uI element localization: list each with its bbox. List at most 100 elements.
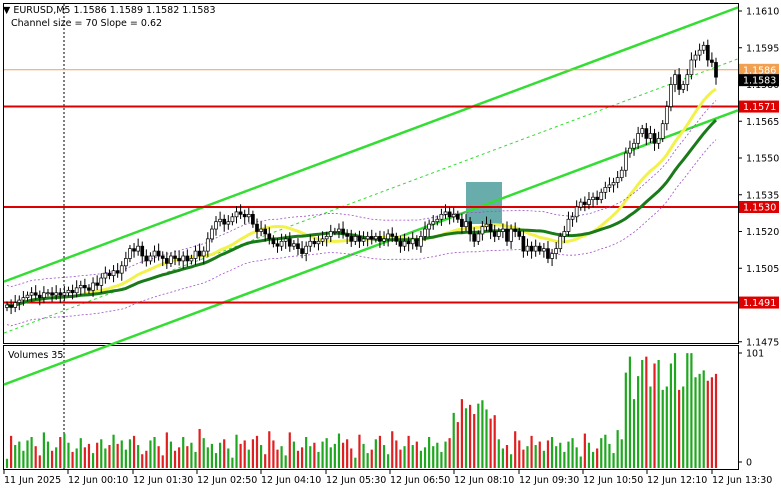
candle-body bbox=[546, 248, 550, 259]
candle-body bbox=[275, 243, 280, 247]
candle-body bbox=[484, 223, 489, 227]
candle-body bbox=[33, 292, 38, 296]
candle-body bbox=[152, 250, 157, 257]
candle-body bbox=[123, 258, 128, 267]
candle-body bbox=[328, 231, 333, 237]
candle-body bbox=[455, 214, 460, 220]
candle-body bbox=[263, 228, 268, 235]
candle-body bbox=[611, 182, 616, 186]
candle-body bbox=[169, 255, 173, 264]
candle-body bbox=[91, 282, 95, 291]
candle-body bbox=[496, 231, 501, 237]
candle-body bbox=[501, 228, 505, 232]
candle-body bbox=[660, 123, 665, 139]
candle-body bbox=[402, 240, 407, 247]
candle-body bbox=[62, 292, 67, 296]
candle-body bbox=[476, 233, 481, 242]
candle-body bbox=[427, 223, 431, 230]
candle-body bbox=[13, 302, 18, 308]
candle-body bbox=[464, 221, 468, 227]
candle-body bbox=[197, 250, 202, 257]
envelope-upper-line bbox=[6, 100, 717, 288]
level-tag-label: 1.1530 bbox=[743, 203, 776, 214]
y-tick-label: 1.1520 bbox=[746, 227, 779, 238]
candle-body bbox=[701, 44, 706, 51]
candle-body bbox=[345, 233, 350, 237]
volume-y-tick-label: 0 bbox=[746, 458, 752, 469]
y-tick-label: 1.1535 bbox=[746, 190, 779, 201]
x-tick-label: 12 Jun 10:50 bbox=[583, 475, 643, 486]
candle-body bbox=[525, 245, 530, 252]
y-tick-label: 1.1475 bbox=[746, 337, 779, 348]
candle-body bbox=[628, 147, 632, 154]
candle-body bbox=[365, 236, 370, 240]
candle-body bbox=[173, 255, 177, 259]
candle-body bbox=[558, 236, 563, 249]
candle-body bbox=[443, 211, 448, 215]
volume-y-tick-label: 101 bbox=[746, 349, 764, 360]
candle-body bbox=[410, 238, 415, 245]
candle-body bbox=[66, 289, 71, 294]
candle-body bbox=[710, 59, 714, 63]
candle-body bbox=[144, 255, 149, 262]
candle-body bbox=[296, 243, 300, 250]
candle-body bbox=[603, 187, 608, 193]
candle-body bbox=[615, 177, 620, 183]
candle-body bbox=[78, 285, 83, 289]
x-tick-label: 12 Jun 09:30 bbox=[519, 475, 579, 486]
candle-body bbox=[304, 245, 309, 254]
y-tick-label: 1.1565 bbox=[746, 117, 779, 128]
level-tag bbox=[739, 296, 779, 309]
candle-body bbox=[505, 228, 509, 242]
candle-body bbox=[574, 206, 579, 218]
candle-body bbox=[460, 218, 464, 227]
candle-body bbox=[521, 236, 526, 252]
current-price-label: 1.1583 bbox=[743, 76, 776, 87]
level-tag-label: 1.1571 bbox=[743, 102, 776, 113]
candle-body bbox=[312, 240, 317, 245]
x-tick-label: 12 Jun 08:10 bbox=[454, 475, 514, 486]
channel-upper-line bbox=[3, 6, 739, 283]
candle-body bbox=[537, 245, 542, 252]
candle-body bbox=[591, 196, 595, 200]
y-tick-label: 1.1595 bbox=[746, 43, 779, 54]
candle-body bbox=[423, 228, 427, 237]
dropdown-triangle-icon[interactable]: ▼ bbox=[3, 5, 11, 16]
candle-body bbox=[164, 258, 169, 264]
candle-body bbox=[689, 59, 694, 76]
candle-body bbox=[349, 236, 354, 242]
candle-body bbox=[681, 84, 686, 90]
candle-body bbox=[283, 238, 288, 242]
candle-body bbox=[320, 238, 325, 242]
candle-body bbox=[472, 233, 477, 242]
candle-body bbox=[656, 138, 661, 144]
candle-body bbox=[619, 169, 624, 178]
y-tick-label: 1.1505 bbox=[746, 264, 779, 275]
level-tag bbox=[739, 100, 779, 113]
x-tick-label: 12 Jun 06:50 bbox=[390, 475, 450, 486]
candle-body bbox=[177, 258, 181, 262]
candle-body bbox=[492, 231, 497, 237]
candle-body bbox=[669, 84, 673, 107]
candle-body bbox=[50, 292, 54, 296]
candle-body bbox=[714, 62, 718, 78]
candle-body bbox=[583, 201, 587, 205]
candle-body bbox=[140, 245, 145, 257]
envelope-lower-line bbox=[6, 139, 717, 327]
candle-body bbox=[566, 218, 571, 232]
candle-body bbox=[468, 221, 472, 235]
candle-body bbox=[300, 248, 304, 254]
candle-body bbox=[103, 272, 108, 279]
header-symbol-row: ▼ EURUSD,M5 1.1586 1.1589 1.1582 1.1583 bbox=[3, 5, 216, 16]
candle-body bbox=[5, 304, 9, 308]
candle-body bbox=[136, 245, 140, 252]
candle-body bbox=[607, 184, 612, 188]
candle-body bbox=[259, 228, 263, 232]
candle-body bbox=[242, 214, 247, 218]
candle-body bbox=[578, 201, 583, 208]
candle-body bbox=[95, 282, 100, 286]
candle-body bbox=[107, 272, 112, 276]
candle-body bbox=[99, 277, 104, 286]
